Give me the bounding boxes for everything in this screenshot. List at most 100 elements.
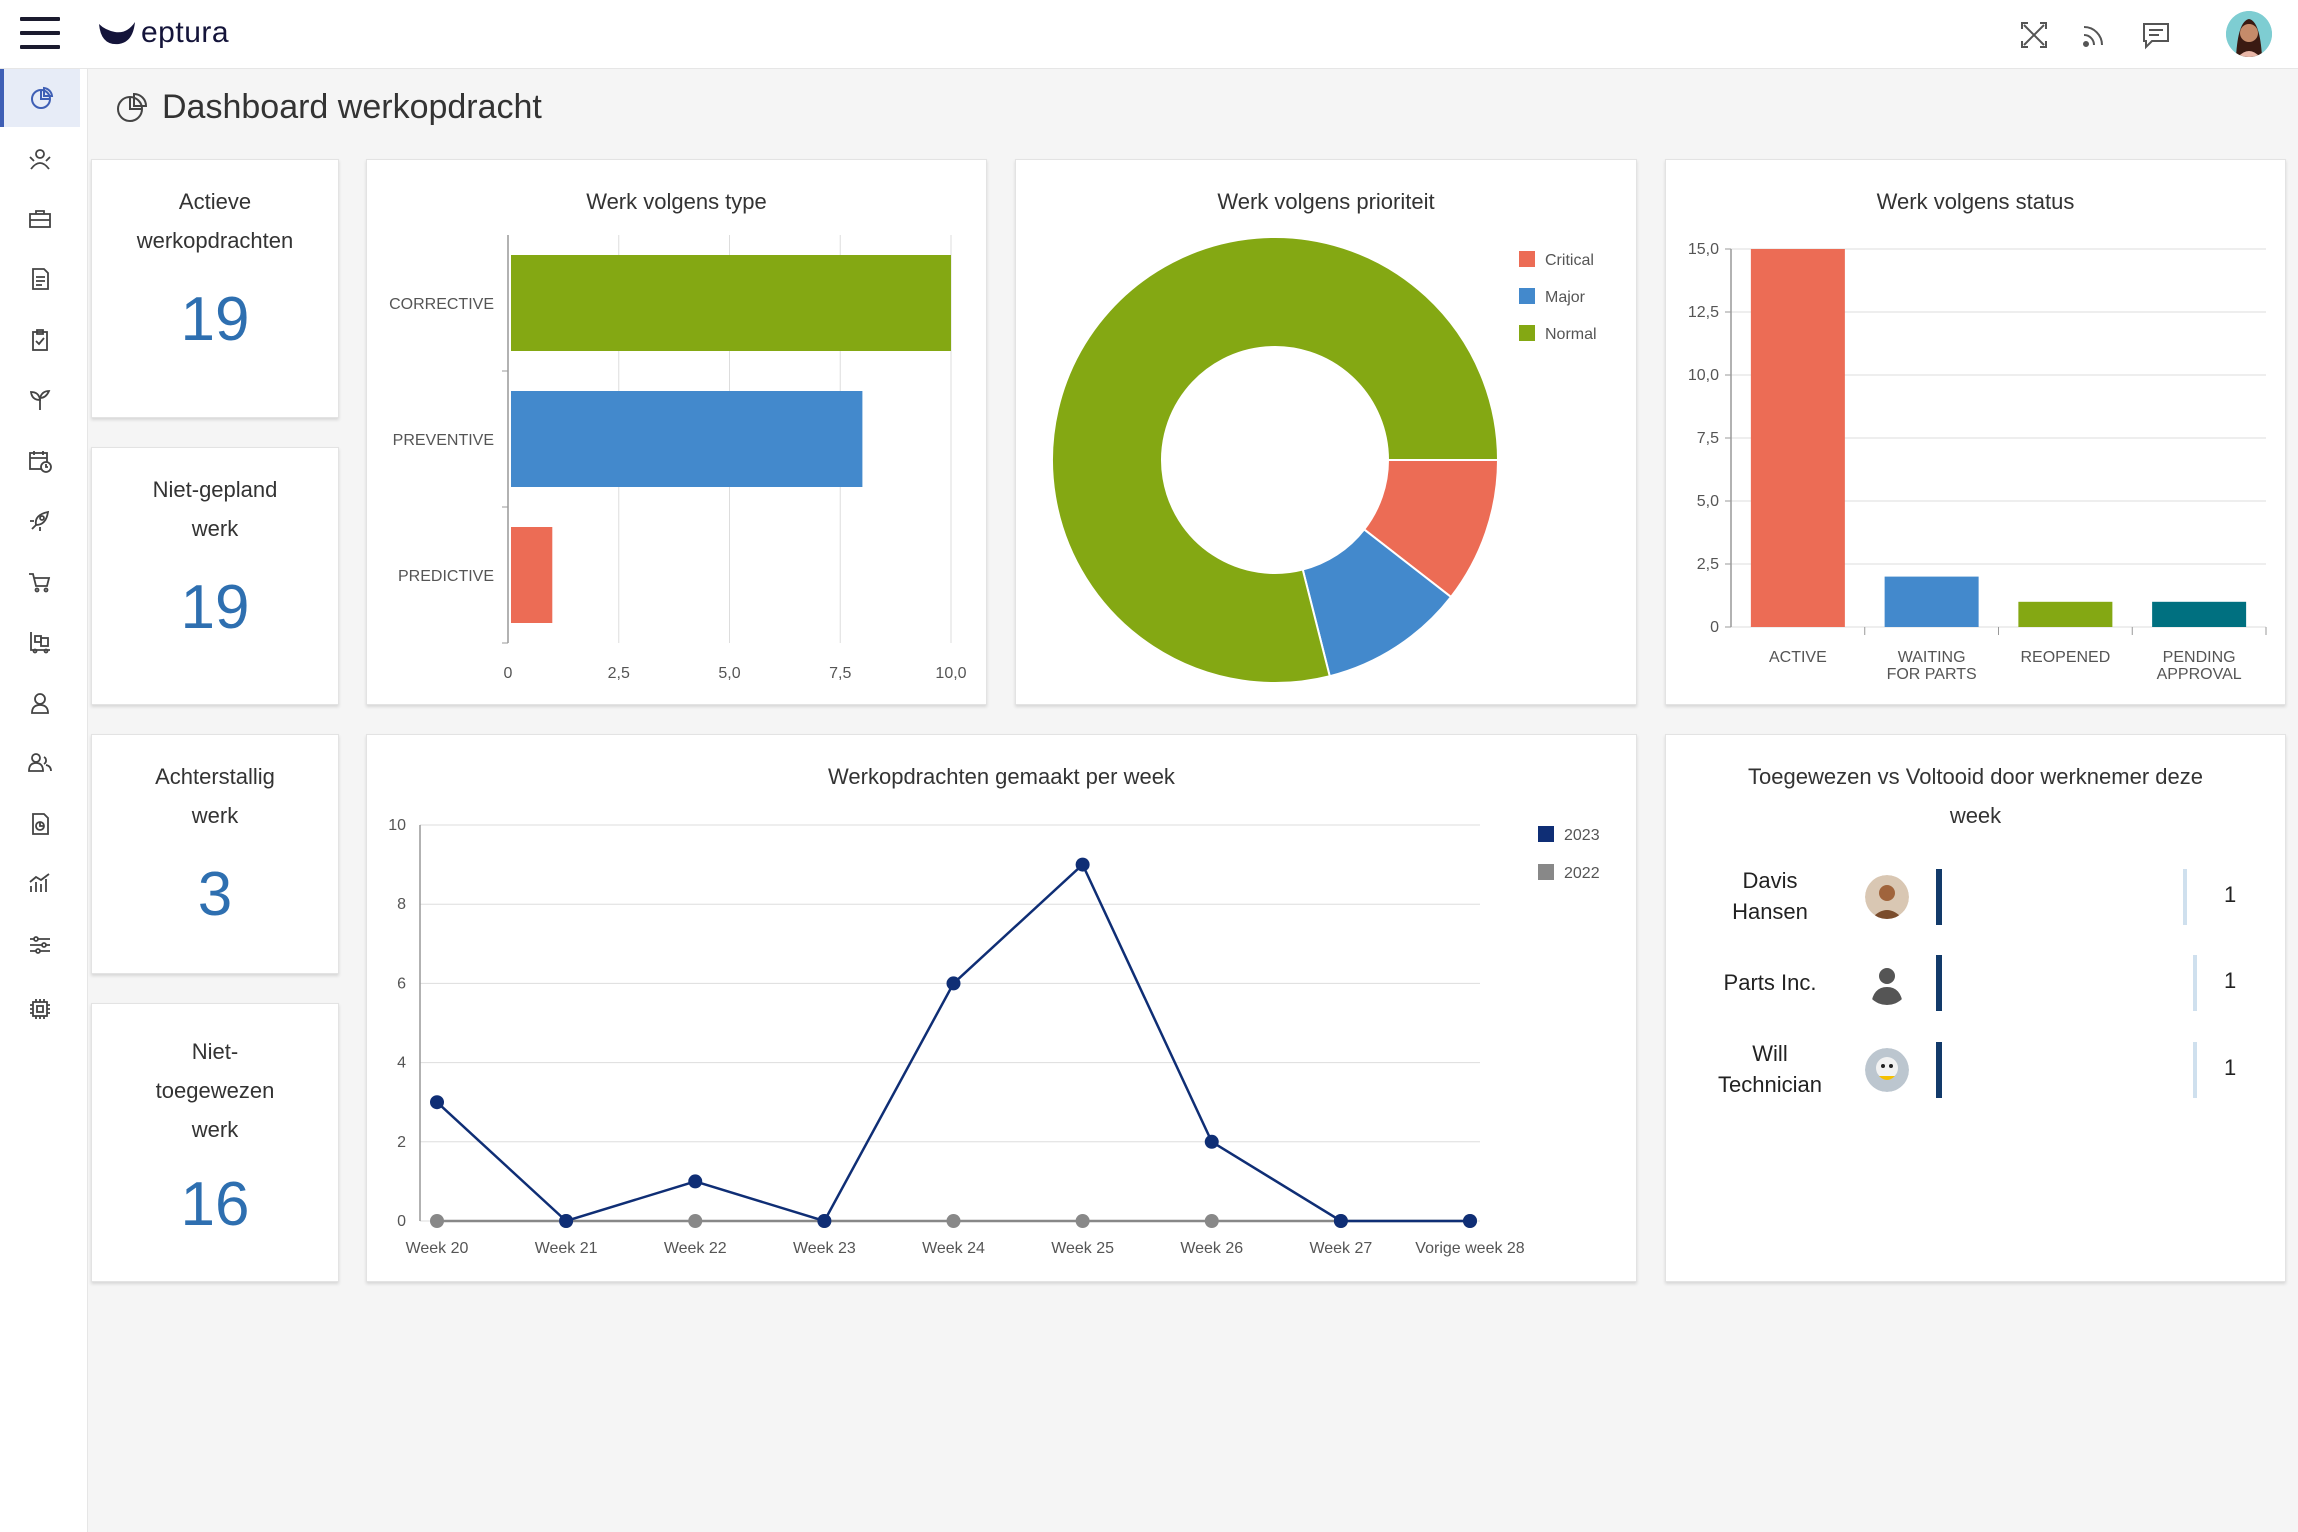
assigned-bar: [1936, 955, 1942, 1011]
sidebar-item-inventory[interactable]: [0, 613, 80, 671]
bar: [511, 391, 863, 487]
data-point: [946, 976, 961, 991]
data-point: [430, 1214, 444, 1228]
bar: [2018, 601, 2113, 627]
legend-swatch: [1519, 325, 1535, 341]
data-point: [946, 1214, 961, 1228]
x-tick-label: Week 25: [1051, 1240, 1114, 1257]
sidebar-item-toolbox[interactable]: [0, 190, 80, 248]
assignment-title: Toegewezen vs Voltooid door werknemer de…: [1748, 764, 2203, 789]
sidebar-item-documents[interactable]: [0, 250, 80, 308]
sidebar-item-reports[interactable]: [0, 795, 80, 853]
kpi-card-active[interactable]: Actieve werkopdrachten 19: [91, 159, 339, 418]
sidebar-item-plant[interactable]: [0, 371, 80, 429]
kpi-value: 16: [180, 1170, 250, 1239]
feed-icon[interactable]: [2076, 17, 2112, 53]
x-tick-label: Week 26: [1180, 1240, 1243, 1257]
user-avatar[interactable]: [2226, 11, 2272, 57]
kpi-card-unassigned[interactable]: Niet- toegewezen werk 16: [91, 1003, 339, 1282]
data-point: [1333, 1214, 1348, 1228]
sidebar-item-checklist[interactable]: [0, 311, 80, 369]
chart-title: Werk volgens type: [586, 189, 767, 214]
analytics-icon: [29, 873, 50, 892]
chart-title: Werk volgens status: [1876, 189, 2075, 214]
eptura-logo[interactable]: eptura: [97, 16, 229, 50]
dashboard-icon: [117, 92, 148, 122]
kpi-label: werkopdrachten: [136, 228, 294, 253]
sidebar-item-settings[interactable]: [0, 916, 80, 974]
y-tick-label: 8: [397, 896, 406, 913]
sidebar-item-people[interactable]: [0, 130, 80, 188]
chip-icon: [30, 999, 50, 1019]
x-tick-label: 7,5: [829, 665, 851, 682]
data-point: [1075, 857, 1090, 872]
sidebar-item-schedule[interactable]: [0, 432, 80, 490]
assignment-title: week: [1949, 803, 2002, 828]
category-label: PREDICTIVE: [398, 568, 494, 585]
kpi-label: werk: [191, 803, 239, 828]
legend-swatch: [1519, 251, 1535, 267]
data-point: [430, 1095, 444, 1110]
kpi-label: toegewezen: [155, 1078, 275, 1103]
sidebar-item-users[interactable]: [0, 674, 80, 732]
kpi-value: 19: [180, 285, 250, 354]
sidebar-item-integrations[interactable]: [0, 980, 80, 1038]
clipboard-check-icon: [32, 329, 48, 351]
legend-label: 2023: [1564, 827, 1600, 844]
assigned-bar: [1936, 869, 1942, 925]
legend-label: Normal: [1545, 326, 1597, 343]
kpi-value: 19: [180, 573, 250, 642]
chart-card-type: Werk volgens type 0 2,5 5,0 7,5 10,0 CORRECTI…: [366, 159, 987, 705]
category-label: WAITING: [1898, 649, 1966, 666]
chat-icon[interactable]: [2138, 17, 2174, 53]
sidebar-item-purchasing[interactable]: [0, 553, 80, 611]
kpi-card-unplanned[interactable]: Niet-gepland werk 19: [91, 447, 339, 705]
category-label: ACTIVE: [1769, 649, 1827, 666]
kpi-value: 3: [197, 860, 233, 929]
x-tick-label: Week 21: [535, 1240, 598, 1257]
rocket-icon: [30, 510, 50, 531]
scan-icon[interactable]: [2016, 17, 2052, 53]
x-tick-label: 5,0: [718, 665, 740, 682]
y-tick-label: 15,0: [1688, 241, 1719, 258]
assignee-count: 1: [2224, 968, 2237, 993]
data-point: [1204, 1134, 1219, 1149]
x-tick-label: Week 24: [922, 1240, 985, 1257]
sidebar-item-dashboard[interactable]: [0, 69, 80, 127]
x-tick-label: Week 20: [406, 1240, 469, 1257]
assignee-name[interactable]: Will Technician: [1718, 1041, 1822, 1097]
y-tick-label: 0: [1710, 619, 1719, 636]
sidebar-item-analytics[interactable]: [0, 855, 80, 913]
y-tick-label: 5,0: [1697, 493, 1719, 510]
series-line: [436, 862, 1470, 1223]
y-tick-label: 4: [397, 1055, 406, 1072]
sidebar-item-projects[interactable]: [0, 492, 80, 550]
x-tick-label: 0: [504, 665, 513, 682]
chart-priority-svg: Critical Major Normal: [1051, 236, 1597, 684]
menu-icon[interactable]: [20, 17, 60, 49]
assignee-avatar: [1865, 1048, 1909, 1092]
kpi-label: Achterstallig: [155, 764, 275, 789]
assigned-bar: [1936, 1042, 1942, 1098]
user-icon: [31, 693, 49, 714]
bar: [511, 255, 951, 351]
assignee-name[interactable]: Davis Hansen: [1732, 868, 1808, 924]
data-point: [1463, 1214, 1477, 1228]
y-tick-label: 7,5: [1697, 430, 1719, 447]
sidebar: [0, 69, 88, 1532]
forklift-icon: [30, 632, 50, 654]
category-label: PREVENTIVE: [393, 432, 494, 449]
y-tick-label: 12,5: [1688, 304, 1719, 321]
assignee-count: 1: [2224, 1055, 2237, 1080]
sidebar-item-teams[interactable]: [0, 734, 80, 792]
plant-icon: [29, 390, 51, 410]
toolbox-icon: [29, 210, 51, 228]
x-tick-label: Week 23: [793, 1240, 856, 1257]
eptura-logo-mark: [99, 22, 135, 45]
y-tick-label: 10,0: [1688, 367, 1719, 384]
kpi-label: Niet-: [191, 1039, 239, 1064]
data-point: [1204, 1214, 1219, 1228]
page-title: Dashboard werkopdracht: [114, 88, 542, 127]
assignee-name[interactable]: Parts Inc.: [1723, 970, 1817, 995]
kpi-card-overdue[interactable]: Achterstallig werk 3: [91, 734, 339, 974]
